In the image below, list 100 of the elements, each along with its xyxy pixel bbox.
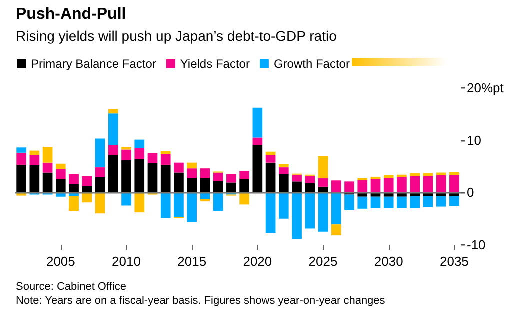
bar <box>292 182 302 193</box>
legend-label: Yields Factor <box>180 57 250 71</box>
bar <box>358 180 368 193</box>
bar <box>423 173 434 176</box>
bar <box>436 172 446 176</box>
bar <box>358 196 368 209</box>
bar <box>410 176 420 193</box>
bar <box>370 176 381 180</box>
bar <box>450 196 460 206</box>
bar <box>95 177 106 193</box>
bar <box>318 186 328 193</box>
bar <box>423 176 434 193</box>
bar <box>82 176 92 186</box>
bar <box>16 148 26 153</box>
bar <box>266 152 276 155</box>
y-tick-label: 20%pt <box>467 80 504 96</box>
source-note: Source: Cabinet Office <box>16 280 128 294</box>
bar <box>108 109 118 114</box>
bar <box>187 168 198 178</box>
bar <box>292 192 302 240</box>
bar <box>148 163 158 193</box>
bar <box>42 172 53 193</box>
bar <box>95 168 106 178</box>
bar <box>318 192 328 232</box>
bar <box>122 147 132 150</box>
bar <box>134 192 145 213</box>
bar <box>278 174 289 193</box>
bar <box>305 192 316 229</box>
bar <box>331 192 342 225</box>
bar <box>160 192 171 218</box>
bar <box>174 172 184 193</box>
bar <box>16 164 26 193</box>
bar <box>42 147 53 163</box>
legend-label: Primary Balance Factor <box>31 57 156 71</box>
bar <box>174 162 184 173</box>
bar <box>240 171 250 180</box>
legend-label: Growth Factor <box>274 57 350 71</box>
x-tick-label: 2035 <box>440 254 469 269</box>
bar <box>384 196 394 208</box>
bar <box>187 162 198 169</box>
x-tick-label: 2010 <box>112 254 141 269</box>
bar <box>160 151 171 154</box>
bar <box>69 184 79 193</box>
bar <box>134 148 145 160</box>
bar <box>174 192 184 218</box>
bar <box>305 183 316 193</box>
bar <box>266 192 276 233</box>
bar <box>200 168 210 178</box>
bar <box>305 176 316 184</box>
bar <box>252 138 263 146</box>
bar <box>30 165 40 193</box>
bar <box>213 172 224 182</box>
x-tick-label: 2005 <box>46 254 76 269</box>
bar <box>160 154 171 165</box>
x-tick-label: 2025 <box>308 254 338 269</box>
bar <box>56 164 66 170</box>
x-tick-label: 2015 <box>178 254 207 269</box>
bar <box>134 159 145 193</box>
x-tick-label: 2020 <box>243 254 272 269</box>
bar <box>318 178 328 187</box>
bar <box>318 156 328 179</box>
bar <box>30 150 40 155</box>
bar <box>187 192 198 222</box>
chart-title: Push-And-Pull <box>16 6 126 24</box>
bar <box>278 164 289 168</box>
bar <box>410 196 420 208</box>
bar <box>56 179 66 193</box>
text: Note: Years are on a fiscal-year basis. Figures shows year-on-year changes <box>16 294 386 308</box>
bar <box>436 196 446 207</box>
bar <box>200 178 210 193</box>
bar <box>108 114 118 146</box>
bar <box>370 179 381 193</box>
bar <box>436 175 446 193</box>
bar <box>384 175 394 178</box>
bar <box>30 154 40 166</box>
bar <box>122 150 132 160</box>
bar <box>292 174 302 182</box>
bar <box>266 162 276 193</box>
bar <box>397 196 407 208</box>
bar <box>108 154 118 193</box>
y-tick-label: 10 <box>467 132 482 148</box>
bar <box>42 162 53 173</box>
bar <box>278 192 289 219</box>
bar <box>134 140 145 148</box>
bar <box>331 180 342 193</box>
bar <box>16 152 26 165</box>
bar <box>187 178 198 193</box>
bar <box>226 182 236 193</box>
bar <box>384 178 394 193</box>
bar <box>278 168 289 174</box>
y-tick-label: -10 <box>467 238 486 252</box>
chart-subtitle: Rising yields will push up Japan’s debt-to-GDP ratio <box>16 28 337 44</box>
bar <box>108 145 118 155</box>
x-tick-label: 2030 <box>374 254 404 269</box>
bar <box>252 108 263 138</box>
bar <box>69 174 79 184</box>
bar <box>344 194 354 210</box>
bar <box>266 154 276 163</box>
bar <box>56 169 66 180</box>
bar <box>148 153 158 164</box>
